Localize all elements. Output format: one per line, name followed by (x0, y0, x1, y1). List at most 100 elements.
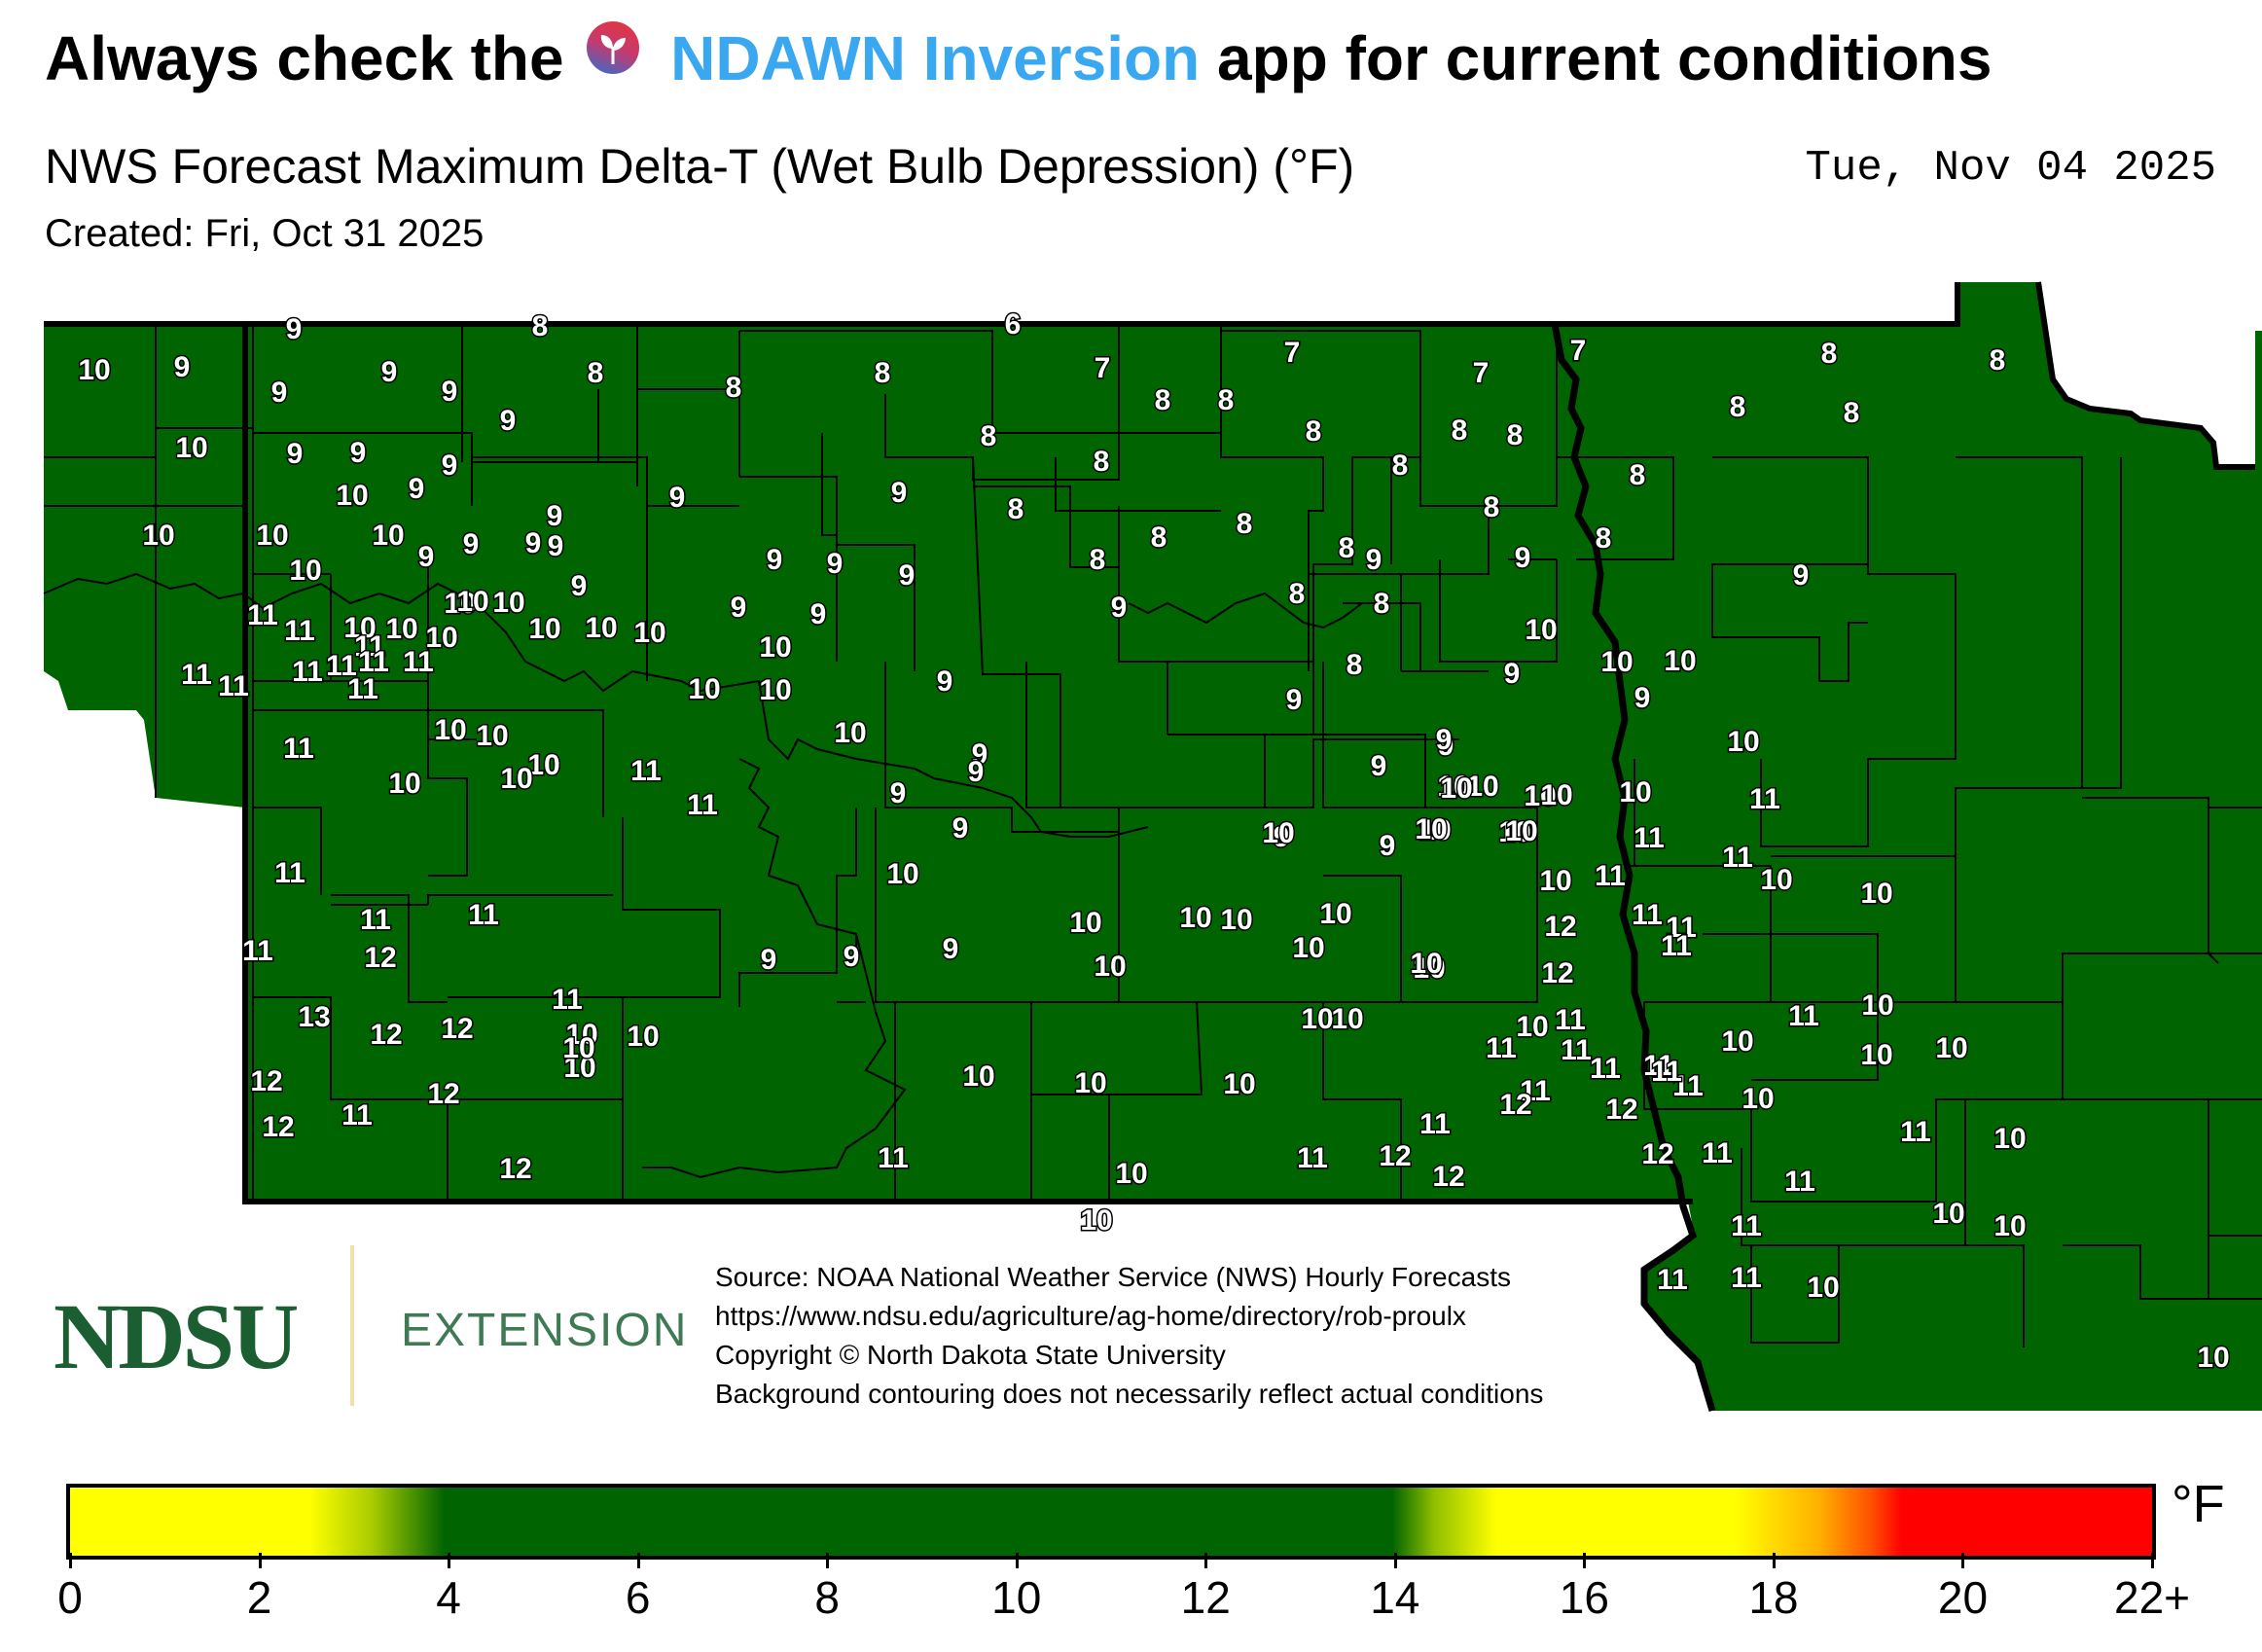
delta-t-value-label: 10 (1223, 1068, 1255, 1100)
delta-t-value-label: 10 (1505, 815, 1537, 847)
source-notes: Source: NOAA National Weather Service (N… (715, 1258, 1543, 1414)
delta-t-value-label: 9 (287, 438, 304, 470)
delta-t-value-label: 9 (844, 941, 860, 973)
delta-t-value-label: 10 (1410, 948, 1442, 980)
delta-t-value-label: 9 (669, 482, 686, 514)
delta-t-value-label: 10 (1440, 772, 1472, 805)
delta-t-value-label: 9 (1515, 542, 1531, 574)
delta-t-value-label: 10 (1932, 1198, 1964, 1230)
color-scale-tick-label: 14 (1370, 1572, 1420, 1623)
delta-t-value-label: 11 (274, 857, 305, 889)
delta-t-value-label: 10 (1413, 952, 1445, 985)
delta-t-value-label: 10 (289, 555, 321, 587)
delta-t-value-label: 11 (358, 646, 389, 678)
delta-t-value-label: 10 (1721, 1025, 1753, 1058)
delta-t-value-label: 11 (1722, 842, 1753, 874)
delta-t-value-label: 11 (1634, 822, 1665, 854)
color-scale-tick (69, 1553, 72, 1568)
delta-t-value-label: 7 (1095, 352, 1111, 384)
delta-t-value-label: 11 (1900, 1116, 1931, 1148)
delta-t-value-label: 11 (181, 659, 212, 691)
delta-t-value-label: 11 (552, 984, 583, 1016)
delta-t-value-label: 8 (981, 420, 997, 452)
delta-t-value-label: 8 (1306, 415, 1322, 448)
state-fill (44, 282, 2262, 1411)
delta-t-value-label: 10 (1516, 1011, 1548, 1043)
app-name: NDAWN Inversion (670, 23, 1201, 93)
delta-t-value-label: 10 (1993, 1123, 2026, 1155)
color-scale-tick-label: 2 (246, 1572, 272, 1623)
color-scale-tick (826, 1553, 830, 1568)
source-url: https://www.ndsu.edu/agriculture/ag-home… (715, 1301, 1466, 1331)
delta-t-value-label: 10 (456, 586, 488, 618)
delta-t-value-label: 8 (1090, 544, 1106, 576)
delta-t-value-label: 9 (1634, 682, 1651, 714)
delta-t-value-label: 11 (403, 646, 434, 678)
county-lines (44, 324, 2262, 1347)
delta-t-value-label: 10 (142, 520, 174, 552)
delta-t-value-label: 8 (1374, 588, 1390, 620)
disclaimer-line: Background contouring does not necessari… (715, 1379, 1544, 1409)
delta-t-value-label: 11 (292, 656, 323, 688)
delta-t-value-label: 8 (1094, 446, 1110, 478)
delta-t-value-label: 11 (1419, 1108, 1451, 1140)
delta-t-value-label: 10 (1301, 1003, 1333, 1035)
delta-t-value-label: 11 (1555, 1004, 1586, 1036)
delta-t-value-label: 10 (565, 1019, 597, 1051)
delta-t-value-label: 12 (441, 1013, 473, 1045)
delta-t-value-label: 9 (767, 544, 783, 576)
delta-t-value-label: 9 (952, 812, 969, 844)
map-title: NWS Forecast Maximum Delta-T (Wet Bulb D… (45, 139, 1355, 194)
color-scale-tick (1961, 1553, 1965, 1568)
color-scale-tick (1204, 1553, 1208, 1568)
delta-t-value-label: 9 (943, 933, 959, 965)
delta-t-value-label: 12 (499, 1153, 531, 1185)
delta-t-value-label: 10 (476, 720, 508, 752)
delta-t-value-label: 12 (1544, 911, 1576, 943)
delta-t-value-label: 9 (891, 477, 908, 509)
delta-t-value-label: 10 (1094, 951, 1126, 983)
delta-t-value-label: 10 (1069, 907, 1101, 939)
delta-t-value-label: 9 (174, 351, 191, 383)
delta-t-value-label: 10 (1094, 951, 1126, 983)
color-scale-unit: °F (2172, 1475, 2225, 1533)
delta-t-value-label: 10 (1319, 898, 1351, 930)
delta-t-value-label: 11 (218, 670, 249, 702)
logo-divider (350, 1245, 354, 1406)
delta-t-value-label: 12 (1605, 1094, 1637, 1126)
delta-t-value-label: 11 (354, 630, 385, 663)
delta-t-value-label: 11 (1590, 1053, 1621, 1085)
delta-t-value-label: 12 (364, 942, 396, 974)
delta-t-value-label: 9 (1438, 730, 1454, 762)
delta-t-value-label: 9 (381, 356, 398, 388)
headline: Always check the NDAWN Inversion app for… (45, 21, 1992, 94)
color-scale-tick-label: 22+ (2113, 1572, 2191, 1623)
delta-t-value-label: 10 (1524, 780, 1556, 812)
delta-t-value-label: 9 (1504, 658, 1521, 690)
delta-t-value-label: 11 (630, 755, 662, 787)
delta-t-value-label: 10 (633, 617, 665, 649)
delta-t-value-label: 9 (890, 777, 907, 809)
delta-t-value-label: 11 (1632, 899, 1663, 931)
delta-t-value-label: 12 (370, 1019, 402, 1051)
delta-t-value-label: 11 (1661, 930, 1692, 962)
delta-t-value-label: 8 (875, 357, 891, 389)
delta-t-value-label: 10 (444, 588, 476, 620)
delta-t-value-label: 10 (1860, 1039, 1892, 1071)
delta-t-value-label: 9 (571, 570, 588, 602)
delta-t-value-label: 11 (326, 650, 357, 682)
color-scale-tick (1015, 1553, 1019, 1568)
delta-t-value-label: 11 (878, 1142, 909, 1174)
delta-t-value-label: 10 (962, 1060, 994, 1093)
delta-t-value-label: 10 (1466, 771, 1498, 803)
delta-t-value-label: 11 (341, 1099, 373, 1131)
delta-t-value-label: 10 (1727, 726, 1759, 758)
delta-t-value-label: 8 (726, 372, 742, 404)
delta-t-value-label: 8 (532, 310, 549, 342)
delta-t-value-label: 10 (1179, 902, 1211, 934)
delta-t-value-label: 9 (731, 592, 747, 624)
delta-t-value-label: 9 (1793, 559, 1810, 592)
headline-prefix: Always check the (45, 23, 564, 93)
delta-t-value-label: 10 (1418, 814, 1451, 846)
delta-t-value-label: 10 (1993, 1210, 2026, 1242)
